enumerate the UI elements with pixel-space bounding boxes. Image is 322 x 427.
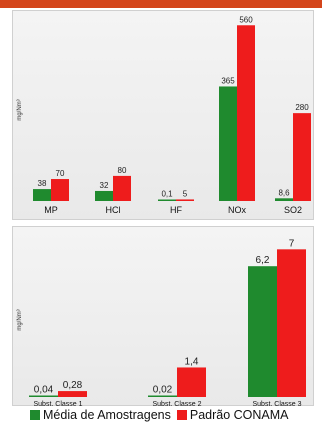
bar-conama-2: [277, 249, 306, 397]
data-label-conama-3: 560: [239, 15, 253, 24]
legend-swatch-green: [30, 410, 40, 420]
category-label-2: HF: [170, 205, 182, 215]
bar-conama-4: [293, 113, 311, 201]
category-label-4: SO2: [284, 205, 302, 215]
legend-item-media: Média de Amostragens: [30, 408, 171, 422]
bar-media-1: [95, 190, 113, 201]
bar-media-2: [158, 199, 176, 201]
chart-legend: Média de Amostragens Padrão CONAMA: [30, 405, 295, 425]
data-label-conama-2: 5: [183, 189, 188, 198]
bar-media-1: [148, 395, 177, 397]
substance-classes-bar-chart: mg/Nm³ 0,04 0,28 Subst. Classe 1 0,02 1,4 Subs…: [17, 238, 306, 408]
category-label-0: Subst. Classe 1: [33, 401, 82, 408]
data-label-conama-0: 70: [56, 169, 65, 178]
legend-item-conama: Padrão CONAMA: [176, 408, 289, 422]
data-label-media-2: 6,2: [256, 255, 270, 266]
bar-conama-1: [113, 175, 131, 201]
category-label-1: Subst. Classe 2: [152, 401, 201, 408]
bar-conama-0: [51, 179, 69, 201]
data-label-media-0: 38: [38, 179, 47, 188]
data-label-conama-1: 80: [118, 166, 127, 175]
bar-conama-1: [177, 367, 206, 397]
data-label-conama-1: 1,4: [185, 356, 199, 367]
chart-panel-pollutants: mg/Nm³ 38 70 MP 32 80 HCl 0,1 5 HF 365 560 NOx 8,6 280…: [12, 10, 314, 220]
bar-media-0: [33, 189, 51, 201]
bar-conama-3: [237, 25, 255, 201]
data-label-media-1: 32: [100, 181, 109, 190]
data-label-media-4: 8,6: [278, 188, 290, 197]
category-label-1: HCl: [106, 205, 121, 215]
data-label-conama-4: 280: [295, 103, 309, 112]
category-label-0: MP: [44, 205, 58, 215]
bar-media-3: [219, 86, 237, 201]
bar-media-4: [275, 198, 293, 201]
data-label-conama-2: 7: [289, 238, 295, 249]
category-label-3: NOx: [228, 205, 247, 215]
data-label-conama-0: 0,28: [63, 380, 83, 391]
legend-swatch-red: [176, 410, 187, 420]
bar-conama-0: [58, 391, 87, 397]
y-axis-label: mg/Nm³: [17, 99, 23, 120]
data-label-media-1: 0,02: [153, 385, 173, 396]
data-label-media-0: 0,04: [34, 385, 54, 396]
chart-panel-substances: mg/Nm³ 0,04 0,28 Subst. Classe 1 0,02 1,4 Subs…: [12, 226, 314, 408]
y-axis-label: mg/Nm³: [17, 309, 23, 330]
bar-media-0: [29, 395, 58, 397]
data-label-media-3: 365: [221, 76, 235, 85]
pollutants-bar-chart: mg/Nm³ 38 70 MP 32 80 HCl 0,1 5HF 365 560 NOx 8,6 280…: [17, 15, 311, 215]
header-accent-bar: [0, 0, 322, 8]
legend-label-conama: Padrão CONAMA: [189, 408, 289, 422]
data-label-media-2: 0,1: [161, 190, 173, 199]
legend-label-media: Média de Amostragens: [43, 408, 171, 422]
category-label-2: Subst. Classe 3: [252, 401, 301, 408]
bar-media-2: [248, 266, 277, 397]
bar-conama-2: [176, 199, 194, 201]
